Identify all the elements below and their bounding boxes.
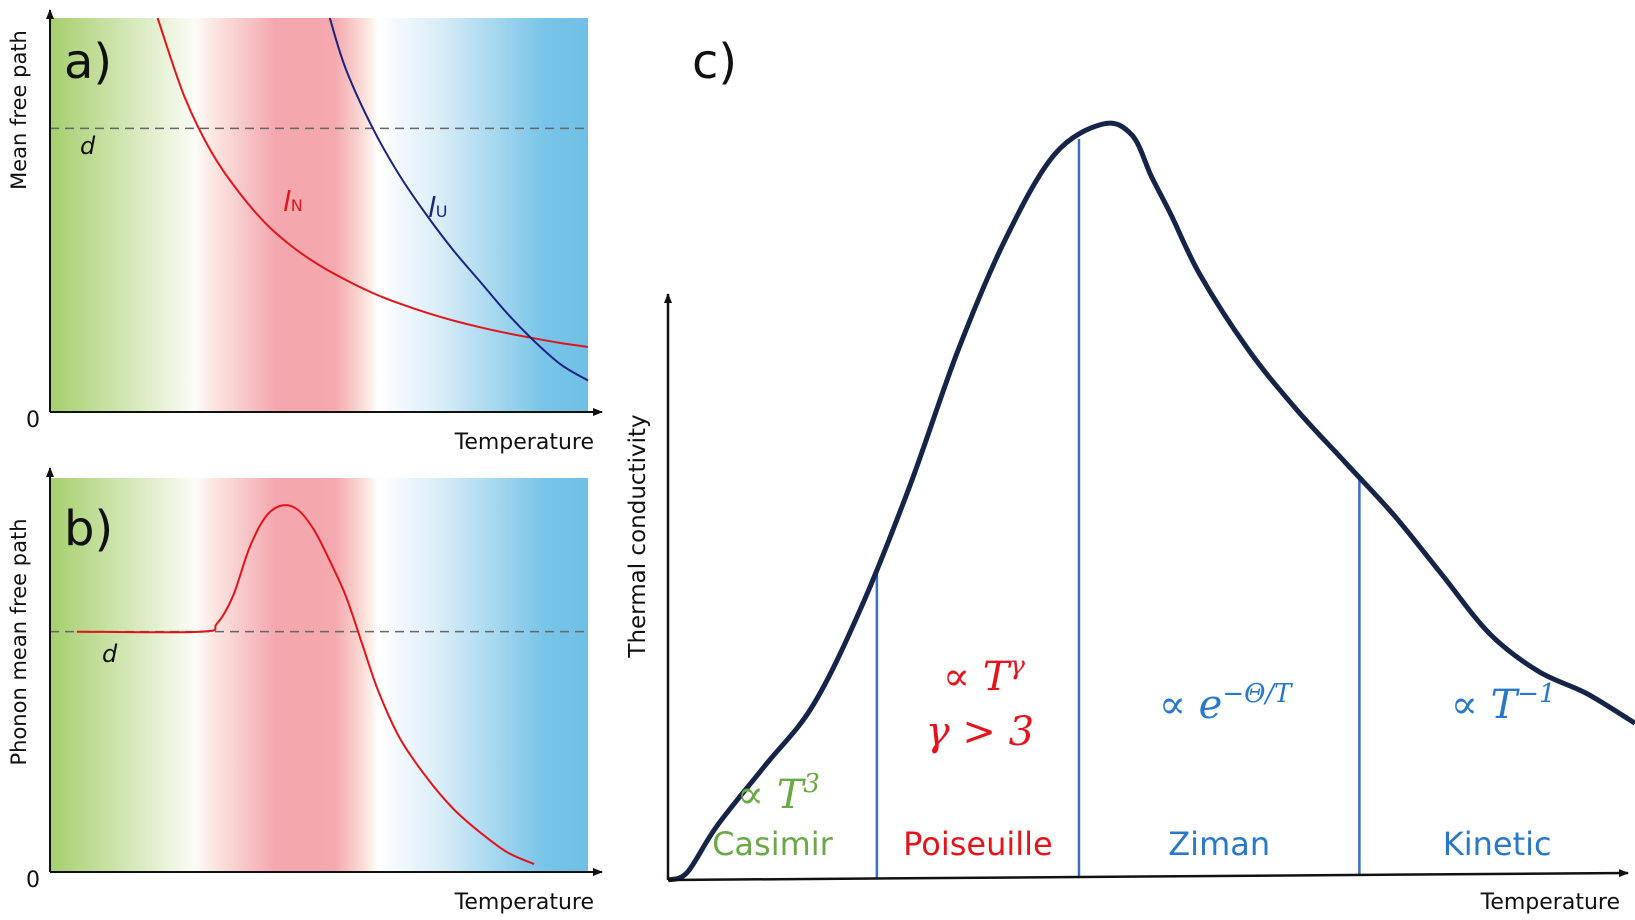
panel-b-origin-label: 0 xyxy=(26,868,40,893)
law-base: T xyxy=(1491,682,1521,728)
panel-a-lu-label: lU xyxy=(428,191,448,224)
law-exponent: 3 xyxy=(803,769,820,799)
panel-b: b) d 0 Temperature Phonon mean free path xyxy=(7,467,603,915)
region-name-poiseuille: Poiseuille xyxy=(903,825,1053,863)
law-prefix: ∝ xyxy=(943,654,983,700)
panel-a-reference-label: d xyxy=(80,132,96,160)
region-law-kinetic: ∝ T−1 xyxy=(1451,679,1556,728)
region-law-ziman: ∝ e−Θ/T xyxy=(1159,679,1293,728)
panel-c-x-axis xyxy=(667,869,1629,882)
region-law-casimir: ∝ T3 xyxy=(737,769,820,818)
panel-a-label: a) xyxy=(64,34,112,90)
panel-b-series xyxy=(76,504,535,866)
panel-a-series xyxy=(156,17,589,382)
law-exponent: γ xyxy=(1009,651,1025,681)
law-exponent: −1 xyxy=(1517,679,1555,709)
region-name-casimir: Casimir xyxy=(712,825,834,863)
panel-b-series-mean-free-path xyxy=(76,504,535,866)
law-exponent: −Θ/T xyxy=(1222,679,1293,709)
law-base: T xyxy=(983,654,1013,700)
panel-c-region-dividers xyxy=(875,139,1361,879)
panel-a-x-axis-title: Temperature xyxy=(454,430,594,455)
panel-a-origin-label: 0 xyxy=(26,408,40,433)
law-prefix: ∝ xyxy=(1451,682,1491,728)
panel-b-x-axis-title: Temperature xyxy=(454,890,594,915)
panel-a: a) d 0 Temperature Mean free path lN lU xyxy=(7,9,603,455)
panel-a-series-l-n xyxy=(156,17,589,348)
panel-c-series-thermal-conductivity xyxy=(667,120,1635,883)
ln-sub: N xyxy=(291,196,303,215)
region-law-poiseuille-condition: γ > 3 xyxy=(926,709,1034,755)
panel-b-label: b) xyxy=(64,501,113,557)
panel-a-series-l-u xyxy=(328,17,589,382)
law-base: e xyxy=(1199,682,1223,728)
panel-c-x-axis-title: Temperature xyxy=(1480,890,1620,915)
panel-a-y-axis-title: Mean free path xyxy=(7,30,31,190)
lu-sub: U xyxy=(436,202,448,221)
panel-b-y-axis-title: Phonon mean free path xyxy=(7,518,31,765)
panel-c-label: c) xyxy=(692,34,737,90)
law-prefix: ∝ xyxy=(737,772,777,818)
law-prefix: ∝ xyxy=(1159,682,1199,728)
panel-a-ln-label: lN xyxy=(283,185,303,218)
lu-main: l xyxy=(428,191,436,224)
law-base: T xyxy=(777,772,807,818)
panel-c-series xyxy=(667,120,1635,883)
panel-c-y-axis-title: Thermal conductivity xyxy=(625,414,651,658)
panel-a-regime-background xyxy=(50,18,588,412)
region-name-kinetic: Kinetic xyxy=(1443,825,1552,863)
panel-b-regime-background xyxy=(50,478,588,872)
region-law-poiseuille: ∝ Tγ xyxy=(943,651,1025,700)
ln-main: l xyxy=(283,185,291,218)
panel-c: c) Thermal conductivity Temperature Casi… xyxy=(625,34,1635,915)
panel-b-reference-label: d xyxy=(102,640,118,668)
region-name-ziman: Ziman xyxy=(1168,825,1270,863)
